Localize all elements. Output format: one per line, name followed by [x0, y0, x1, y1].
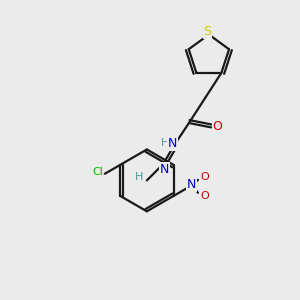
Text: S: S — [203, 25, 211, 38]
Text: O: O — [200, 191, 209, 201]
Text: H: H — [160, 138, 169, 148]
Text: O: O — [213, 120, 223, 133]
Text: N: N — [160, 163, 169, 176]
Text: N: N — [187, 178, 196, 191]
Text: Cl: Cl — [92, 167, 103, 177]
Text: O: O — [200, 172, 209, 182]
Text: H: H — [134, 172, 143, 182]
Text: N: N — [168, 137, 178, 150]
